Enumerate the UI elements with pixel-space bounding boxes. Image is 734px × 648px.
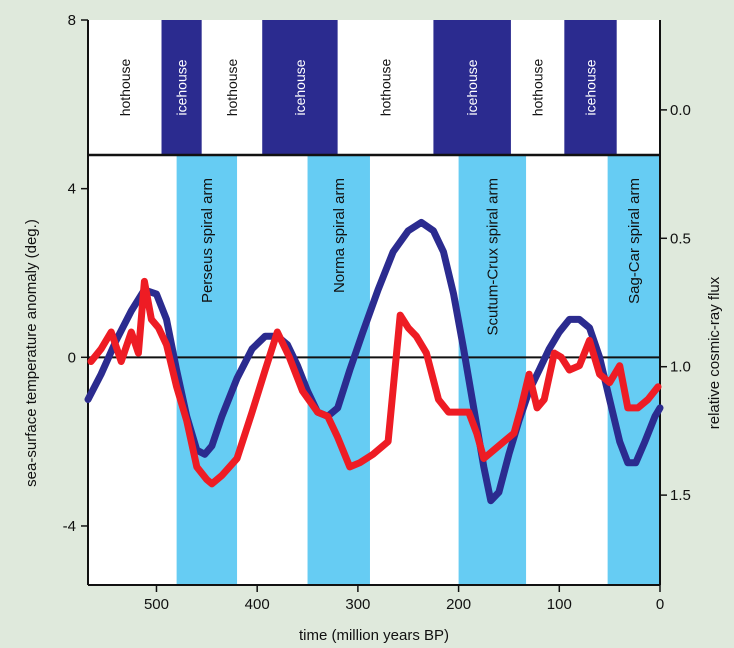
climate-band-5: [433, 20, 511, 155]
climate-band-6: [510, 20, 565, 155]
y-left-tick-label-3: -4: [63, 518, 76, 535]
y-right-tick-label-1: 0.5: [670, 230, 691, 247]
climate-bands: hothouse icehouse hothouse icehouse hothouse…: [88, 20, 617, 155]
y-axis-left-title: sea-surface temperature anomaly (deg.): [23, 219, 40, 487]
climate-band-label-0: hothouse: [117, 58, 133, 116]
climate-band-2: [201, 20, 263, 155]
spiral-arm-labels: Perseus spiral arm Norma spiral arm Scutum…: [199, 178, 643, 336]
climate-band-label-2: hothouse: [224, 58, 240, 116]
spiral-arm-band-0: [176, 155, 238, 585]
y-left-tick-label-1: 4: [68, 181, 76, 198]
climate-band-7: [564, 20, 617, 155]
x-tick-label-5: 0: [656, 596, 664, 613]
series-line-1: [87, 277, 662, 488]
climate-band-4: [337, 20, 434, 155]
x-tick-label-2: 300: [345, 596, 370, 613]
spiral-arm-band-1: [307, 155, 370, 585]
x-tick-label-0: 500: [144, 596, 169, 613]
spiral-arm-label-1: Norma spiral arm: [331, 178, 348, 293]
y-right-tick-label-0: 0.0: [670, 102, 691, 119]
data-series: [84, 218, 664, 505]
climate-band-label-4: hothouse: [378, 58, 394, 116]
y-right-tick-label-3: 1.5: [670, 487, 691, 504]
climate-band-label-3: icehouse: [292, 59, 308, 115]
x-tick-label-1: 400: [245, 596, 270, 613]
climate-band-label-7: icehouse: [583, 59, 599, 115]
y-axis-right-title: relative cosmic-ray flux: [706, 276, 723, 429]
spiral-arm-label-3: Sag-Car spiral arm: [626, 178, 643, 304]
x-tick-label-4: 100: [547, 596, 572, 613]
climate-band-label-6: hothouse: [530, 58, 546, 116]
climate-band-3: [262, 20, 338, 155]
x-axis-title: time (million years BP): [299, 627, 449, 644]
y-left-tick-label-0: 8: [68, 12, 76, 29]
climate-band-label-5: icehouse: [464, 59, 480, 115]
y-left-tick-label-2: 0: [68, 349, 76, 366]
spiral-arm-label-2: Scutum-Crux spiral arm: [484, 178, 501, 336]
climate-band-0: [88, 20, 162, 155]
spiral-arm-label-0: Perseus spiral arm: [199, 178, 216, 303]
climate-band-label-1: icehouse: [174, 59, 190, 115]
y-right-tick-label-2: 1.0: [670, 359, 691, 376]
x-tick-label-3: 200: [446, 596, 471, 613]
climate-band-1: [161, 20, 202, 155]
